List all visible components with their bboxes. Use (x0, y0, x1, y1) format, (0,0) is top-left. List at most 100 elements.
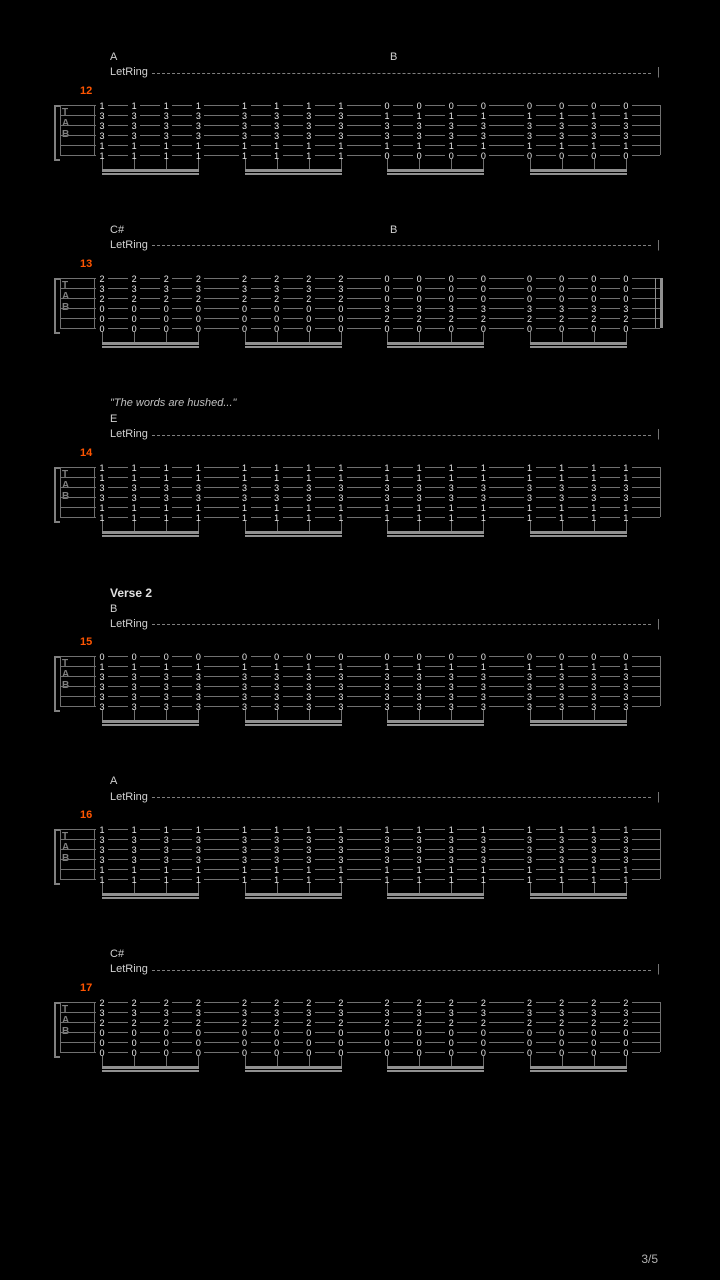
fret-number: 3 (335, 483, 347, 493)
fret-number: 1 (239, 101, 251, 111)
stem (530, 521, 531, 531)
beam (387, 1070, 484, 1072)
fret-number: 2 (556, 314, 568, 324)
fret-number: 3 (303, 855, 315, 865)
fret-number: 0 (556, 1038, 568, 1048)
stem (562, 883, 563, 893)
fret-number: 1 (413, 503, 425, 513)
fret-number: 3 (303, 493, 315, 503)
fret-number: 0 (303, 1038, 315, 1048)
fret-number: 1 (160, 503, 172, 513)
fret-number: 0 (239, 1028, 251, 1038)
beams (60, 1056, 660, 1072)
fret-column: 013333 (271, 652, 283, 712)
fret-column: 013333 (381, 652, 393, 712)
chord-label: A (110, 774, 390, 789)
fret-number: 3 (335, 493, 347, 503)
barline (660, 467, 661, 517)
fret-number: 1 (239, 473, 251, 483)
stem (198, 159, 199, 169)
staff-line (60, 288, 660, 289)
fret-number: 0 (588, 101, 600, 111)
fret-column: 000320 (381, 274, 393, 334)
measure-annotations: Verse 2BLetRing| (110, 585, 660, 633)
fret-number: 3 (588, 304, 600, 314)
fret-column: 000320 (620, 274, 632, 334)
fret-number: 2 (271, 998, 283, 1008)
tab-staff: TAB2320002320002320002320002320002320002… (60, 992, 660, 1064)
stem (102, 159, 103, 169)
fret-number: 2 (477, 314, 489, 324)
fret-number: 2 (445, 998, 457, 1008)
barline (60, 278, 61, 328)
stem (309, 883, 310, 893)
chord-row: A (110, 774, 660, 789)
fret-number: 3 (381, 493, 393, 503)
staff-line (60, 328, 660, 329)
fret-number: 0 (620, 1028, 632, 1038)
fret-number: 2 (160, 1018, 172, 1028)
fret-number: 1 (271, 865, 283, 875)
fret-number: 3 (620, 304, 632, 314)
staff-lines (60, 105, 660, 155)
let-ring-line (152, 73, 651, 74)
fret-number: 1 (271, 825, 283, 835)
fret-number: 1 (524, 141, 536, 151)
fret-number: 3 (160, 692, 172, 702)
fret-number: 2 (524, 998, 536, 1008)
fret-number: 3 (477, 692, 489, 702)
fret-column: 232000 (556, 998, 568, 1058)
fret-column: 232000 (524, 998, 536, 1058)
staff-line (60, 1032, 660, 1033)
staff-line (60, 666, 660, 667)
fret-column: 113311 (381, 463, 393, 523)
fret-column: 133311 (192, 101, 204, 161)
fret-number: 2 (271, 274, 283, 284)
fret-number: 0 (620, 284, 632, 294)
fret-number: 0 (303, 314, 315, 324)
fret-number: 0 (477, 1038, 489, 1048)
beam (387, 720, 484, 723)
barline (660, 829, 661, 879)
stem (277, 159, 278, 169)
beam (387, 1066, 484, 1069)
fret-number: 2 (524, 314, 536, 324)
fret-column: 113311 (524, 463, 536, 523)
fret-number: 0 (620, 652, 632, 662)
fret-number: 0 (381, 294, 393, 304)
fret-column: 013310 (556, 101, 568, 161)
fret-column: 013333 (303, 652, 315, 712)
fret-number: 2 (128, 1018, 140, 1028)
let-ring-end: | (657, 238, 660, 253)
fret-number: 3 (335, 692, 347, 702)
stem (594, 159, 595, 169)
let-ring-label: LetRing (110, 962, 148, 977)
fret-number: 3 (556, 845, 568, 855)
fret-number: 1 (128, 101, 140, 111)
fret-number: 2 (445, 314, 457, 324)
fret-number: 1 (381, 473, 393, 483)
stem (134, 710, 135, 720)
fret-number: 3 (303, 672, 315, 682)
beam (387, 342, 484, 345)
fret-number: 3 (271, 111, 283, 121)
fret-number: 0 (477, 284, 489, 294)
let-ring: LetRing| (110, 427, 660, 442)
fret-number: 2 (96, 294, 108, 304)
fret-column: 133311 (524, 825, 536, 885)
stem (198, 710, 199, 720)
fret-number: 0 (413, 284, 425, 294)
stem (166, 883, 167, 893)
barline (94, 105, 95, 155)
fret-number: 3 (477, 131, 489, 141)
fret-number: 3 (96, 131, 108, 141)
fret-number: 0 (381, 652, 393, 662)
fret-number: 1 (160, 662, 172, 672)
fret-number: 2 (303, 1018, 315, 1028)
stem (245, 521, 246, 531)
stem (530, 1056, 531, 1066)
let-ring: LetRing| (110, 65, 660, 80)
staff-line (60, 135, 660, 136)
page-number: 3/5 (641, 1252, 658, 1266)
fret-number: 3 (239, 1008, 251, 1018)
